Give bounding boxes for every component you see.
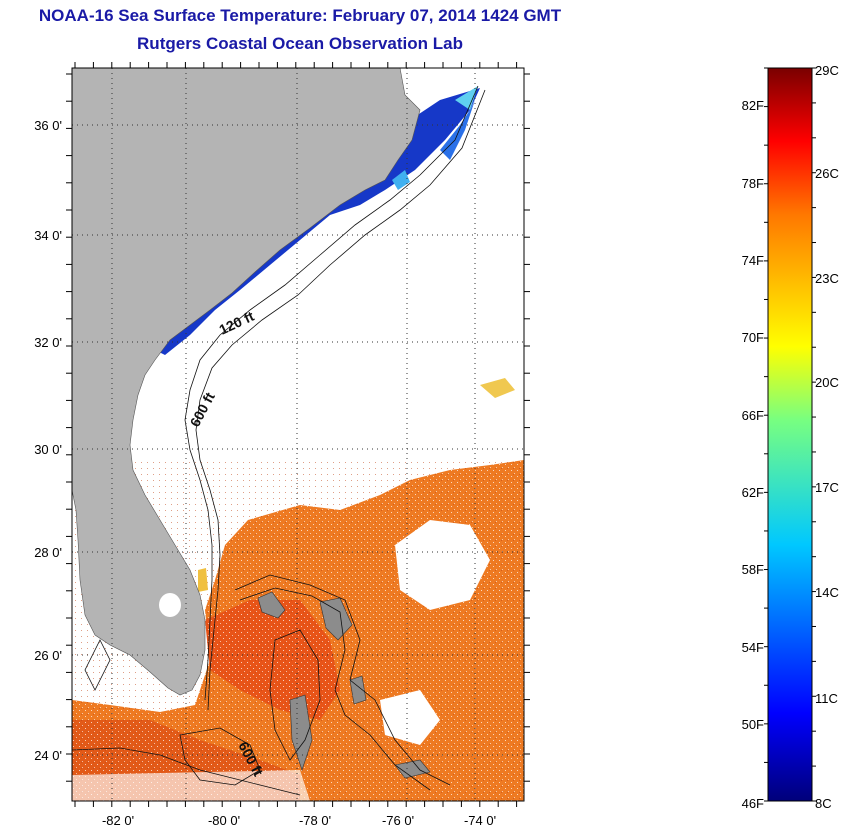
longitude-axis: -82 0' -80 0' -78 0' -76 0' -74 0' bbox=[102, 813, 496, 828]
colorbar-f-label: 54F bbox=[742, 640, 764, 655]
lat-label: 32 0' bbox=[34, 335, 62, 350]
map-area: 120 ft 600 ft 600 ft bbox=[72, 68, 524, 801]
lat-label: 30 0' bbox=[34, 442, 62, 457]
colorbar-f-label: 78F bbox=[742, 176, 764, 191]
colorbar-celsius-labels: 29C 26C 23C 20C 17C 14C 11C 8C bbox=[815, 63, 839, 811]
colorbar-c-label: 14C bbox=[815, 585, 839, 600]
colorbar-f-label: 70F bbox=[742, 330, 764, 345]
colorbar-f-label: 46F bbox=[742, 796, 764, 811]
colorbar-f-label: 82F bbox=[742, 98, 764, 113]
bathymetry-contours bbox=[72, 85, 486, 796]
colorbar-c-label: 11C bbox=[815, 691, 838, 706]
colorbar-f-label: 74F bbox=[742, 253, 764, 268]
lon-label: -74 0' bbox=[464, 813, 496, 828]
cloud-gap-2 bbox=[380, 690, 440, 745]
colorbar-c-label: 17C bbox=[815, 480, 839, 495]
lat-label: 36 0' bbox=[34, 118, 62, 133]
colorbar-f-label: 58F bbox=[742, 562, 764, 577]
colorbar-fahrenheit-labels: 82F 78F 74F 70F 66F 62F 58F 54F 50F 46F bbox=[742, 98, 764, 811]
cold-water-light bbox=[440, 100, 475, 160]
colorbar-c-label: 8C bbox=[815, 796, 832, 811]
cool-water-patch-2 bbox=[392, 170, 410, 190]
colorbar-c-label: 23C bbox=[815, 271, 839, 286]
cloud-gap bbox=[395, 520, 490, 610]
colorbar-c-label: 20C bbox=[815, 375, 839, 390]
colorbar-c-label: 29C bbox=[815, 63, 839, 78]
lat-label: 34 0' bbox=[34, 228, 62, 243]
colorbar-c-label: 26C bbox=[815, 166, 839, 181]
colorbar-f-label: 50F bbox=[742, 717, 764, 732]
map-frame bbox=[71, 67, 525, 802]
land-southeast-us bbox=[72, 68, 421, 696]
cloud-gap-3 bbox=[72, 770, 310, 801]
cool-water-patch bbox=[455, 86, 478, 110]
lake-okeechobee bbox=[159, 593, 181, 617]
lon-label: -82 0' bbox=[102, 813, 134, 828]
lon-label: -76 0' bbox=[382, 813, 414, 828]
lat-label: 28 0' bbox=[34, 545, 62, 560]
page-title: NOAA-16 Sea Surface Temperature: Februar… bbox=[38, 6, 562, 25]
graticule bbox=[72, 68, 524, 801]
bahamas-islands bbox=[257, 591, 431, 779]
colorbar-f-label: 66F bbox=[742, 408, 764, 423]
colorbar bbox=[767, 67, 813, 802]
warm-patch-2 bbox=[198, 568, 208, 592]
warm-patch bbox=[480, 378, 515, 398]
lat-label: 26 0' bbox=[34, 648, 62, 663]
lon-label: -78 0' bbox=[299, 813, 331, 828]
lat-label: 24 0' bbox=[34, 748, 62, 763]
lon-label: -80 0' bbox=[208, 813, 240, 828]
colorbar-f-label: 62F bbox=[742, 485, 764, 500]
page-subtitle: Rutgers Coastal Ocean Observation Lab bbox=[137, 34, 463, 53]
latitude-axis: 36 0' 34 0' 32 0' 30 0' 28 0' 26 0' 24 0… bbox=[34, 118, 62, 763]
